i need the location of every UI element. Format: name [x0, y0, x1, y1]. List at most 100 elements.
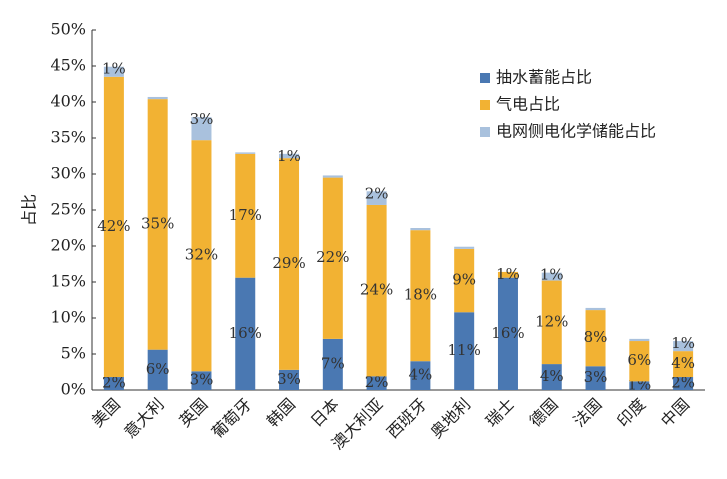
data-label: 17%: [229, 206, 262, 224]
y-tick-label: 30%: [50, 164, 86, 183]
bar-segment: [279, 153, 300, 159]
bar-segment: [147, 349, 168, 390]
bar-segment: [585, 310, 606, 367]
data-label: 9%: [452, 271, 476, 289]
bar-segment: [147, 99, 168, 350]
data-label: 6%: [146, 360, 170, 378]
bar-segment: [322, 177, 343, 339]
data-label: 12%: [535, 312, 568, 330]
x-tick-label: 葡萄牙: [208, 395, 255, 442]
data-label: 3%: [277, 370, 301, 388]
y-tick-label: 40%: [50, 92, 86, 111]
bar-segment: [541, 280, 562, 365]
data-label: 18%: [404, 286, 437, 304]
x-tick-label: 英国: [175, 395, 211, 431]
y-tick-label: 35%: [50, 128, 86, 147]
x-tick-label: 瑞士: [482, 395, 518, 431]
bar-segment: [673, 341, 694, 352]
bar-segment: [103, 66, 124, 77]
y-tick-label: 15%: [50, 272, 86, 291]
bar-segment: [454, 248, 475, 313]
x-tick-label: 韩国: [263, 395, 299, 431]
x-tick-label: 法国: [569, 395, 605, 431]
bar-segment: [235, 277, 256, 390]
bar-segment: [147, 96, 168, 100]
data-label: 8%: [584, 328, 608, 346]
legend-label: 电网侧电化学储能占比: [496, 122, 656, 141]
bar-segment: [629, 341, 650, 382]
bar-segment: [322, 175, 343, 178]
x-tick-label: 西班牙: [383, 395, 430, 442]
x-tick-label: 意大利: [120, 395, 167, 442]
bar-segment: [629, 381, 650, 390]
data-label: 1%: [671, 334, 695, 352]
data-label: 1%: [102, 60, 126, 78]
y-tick-label: 0%: [61, 380, 86, 399]
data-label: 16%: [491, 324, 524, 342]
bar-segment: [497, 271, 518, 278]
bar-segment: [366, 191, 387, 205]
bar-segment: [673, 377, 694, 390]
bar-segment: [410, 230, 431, 362]
data-label: 3%: [190, 371, 214, 389]
bar-segment: [366, 204, 387, 377]
legend-label: 抽水蓄能占比: [496, 68, 592, 87]
data-label: 11%: [448, 341, 481, 359]
bar-segment: [103, 76, 124, 378]
data-label: 16%: [229, 324, 262, 342]
data-label: 3%: [584, 368, 608, 386]
data-label: 32%: [185, 246, 218, 264]
legend-label: 气电占比: [496, 95, 560, 114]
bar-segment: [410, 361, 431, 390]
bar-segment: [454, 312, 475, 390]
data-label: 2%: [102, 374, 126, 392]
data-label: 4%: [671, 354, 695, 372]
data-label: 3%: [190, 110, 214, 128]
bar-segment: [191, 140, 212, 372]
data-label: 24%: [360, 281, 393, 299]
data-label: 1%: [540, 266, 564, 284]
data-label: 42%: [97, 217, 130, 235]
x-tick-label: 奥地利: [427, 395, 474, 442]
bar-segment: [585, 366, 606, 390]
data-label: 2%: [365, 184, 389, 202]
bar-segment: [235, 152, 256, 154]
x-tick-label: 德国: [526, 395, 562, 431]
data-label: 6%: [627, 351, 651, 369]
legend-swatch: [480, 73, 490, 83]
x-tick-label: 日本: [307, 395, 343, 431]
bar-segment: [103, 377, 124, 390]
bar-segment: [191, 371, 212, 390]
data-label: 2%: [365, 373, 389, 391]
data-label: 4%: [408, 366, 432, 384]
bar-segment: [629, 338, 650, 342]
y-tick-label: 50%: [50, 20, 86, 39]
y-tick-label: 10%: [50, 308, 86, 327]
bar-segment: [541, 272, 562, 281]
bar-segment: [279, 158, 300, 370]
bar-segment: [454, 246, 475, 249]
legend-swatch: [480, 100, 490, 110]
x-tick-label: 美国: [88, 395, 124, 431]
data-label: 1%: [496, 265, 520, 283]
bar-segment: [497, 277, 518, 390]
data-label: 4%: [540, 367, 564, 385]
data-label: 1%: [277, 147, 301, 165]
x-tick-label: 印度: [613, 395, 649, 431]
bar-segment: [673, 351, 694, 378]
data-label: 2%: [671, 374, 695, 392]
bar-segment: [279, 369, 300, 390]
bar-segment: [585, 307, 606, 311]
y-axis-label: 占比: [20, 194, 39, 226]
legend-swatch: [480, 127, 490, 137]
y-tick-label: 25%: [50, 200, 86, 219]
bar-segment: [366, 376, 387, 390]
data-label: 7%: [321, 354, 345, 372]
y-tick-label: 45%: [50, 56, 86, 75]
y-tick-label: 20%: [50, 236, 86, 255]
bar-segment: [191, 117, 212, 141]
data-label: 29%: [272, 254, 305, 272]
data-label: 35%: [141, 214, 174, 232]
y-tick-label: 5%: [61, 344, 86, 363]
